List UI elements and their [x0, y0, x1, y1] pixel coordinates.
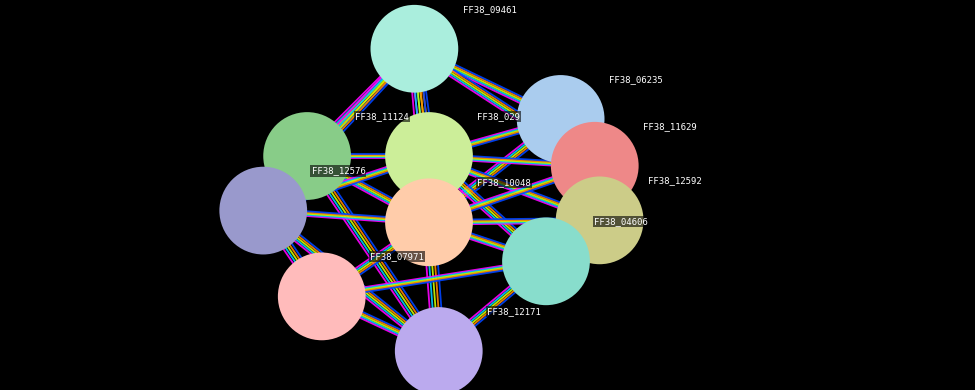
Ellipse shape	[219, 167, 307, 254]
Text: FF38_12171: FF38_12171	[488, 307, 541, 316]
Text: FF38_10048: FF38_10048	[478, 178, 531, 187]
Ellipse shape	[263, 112, 351, 200]
Ellipse shape	[551, 122, 639, 210]
Text: FF38_12592: FF38_12592	[647, 176, 702, 185]
Text: FF38_11124: FF38_11124	[355, 112, 410, 121]
Text: FF38_09461: FF38_09461	[462, 5, 517, 14]
Text: FF38_04606: FF38_04606	[595, 217, 648, 226]
Ellipse shape	[370, 5, 458, 93]
Text: FF38_12576: FF38_12576	[312, 167, 366, 176]
Ellipse shape	[517, 75, 604, 163]
Text: FF38_06235: FF38_06235	[608, 75, 663, 84]
Ellipse shape	[385, 112, 473, 200]
Ellipse shape	[385, 178, 473, 266]
Ellipse shape	[278, 253, 366, 340]
Ellipse shape	[556, 176, 644, 264]
Text: FF38_07971: FF38_07971	[370, 252, 424, 261]
Text: FF38_11629: FF38_11629	[644, 122, 697, 131]
Ellipse shape	[502, 217, 590, 305]
Ellipse shape	[395, 307, 483, 390]
Text: FF38_029: FF38_029	[478, 112, 521, 121]
